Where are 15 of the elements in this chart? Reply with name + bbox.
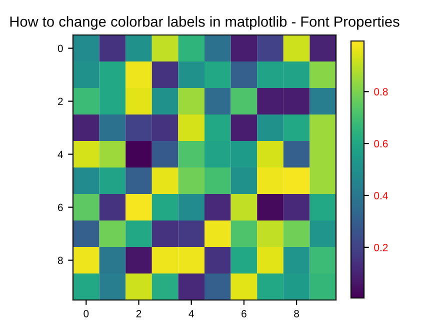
y-tick-label: 2 bbox=[58, 98, 63, 106]
x-tick-label: 8 bbox=[294, 310, 299, 318]
x-tick-label: 4 bbox=[188, 310, 194, 318]
x-tick-label: 2 bbox=[136, 310, 142, 318]
color-bar-label: 0.6 bbox=[374, 140, 388, 148]
y-tick-label: 6 bbox=[58, 204, 63, 212]
x-tick-label: 6 bbox=[242, 310, 246, 318]
color-bar-label: 0.4 bbox=[374, 192, 388, 200]
color-bar-label: 0.2 bbox=[374, 244, 388, 252]
chart-title: How to change colorbar labels in matplotlib - Font Properties bbox=[10, 16, 400, 30]
color-bar-label: 0.8 bbox=[374, 88, 388, 96]
y-tick-label: 8 bbox=[58, 256, 63, 264]
x-tick-label: 0 bbox=[84, 310, 89, 318]
y-tick-label: 0 bbox=[58, 44, 63, 52]
y-tick-label: 4 bbox=[58, 150, 63, 158]
